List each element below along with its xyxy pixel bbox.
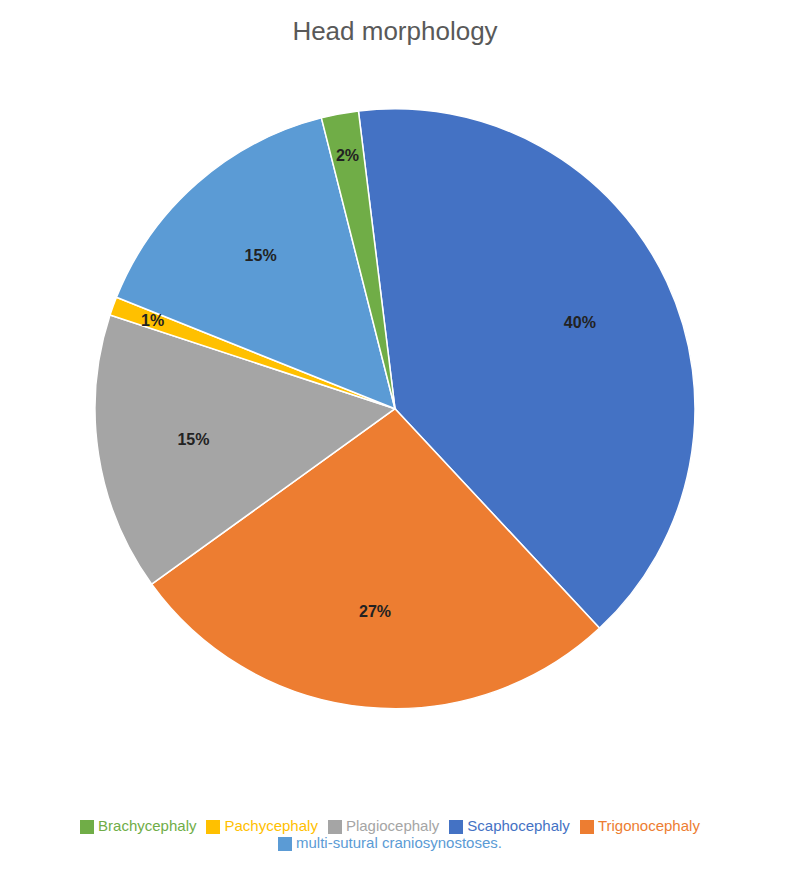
html-text:multi-sutural craniosynostoses: multi-sutural craniosynostoses. xyxy=(296,834,502,851)
svg-text:27%: 27% xyxy=(359,603,391,620)
html-text:Brachycephaly: Brachycephaly xyxy=(98,816,197,834)
svg-text:40%: 40% xyxy=(564,314,596,331)
svg-text:1%: 1% xyxy=(141,312,164,329)
html-text:Head morphology: Head morphology xyxy=(292,16,498,46)
html-text:Scaphocephaly: Scaphocephaly xyxy=(467,816,570,834)
svg-text:15%: 15% xyxy=(177,431,209,448)
html-text:Pachycephaly: Pachycephaly xyxy=(224,816,318,834)
svg-text:15%: 15% xyxy=(245,247,277,264)
html-text:Trigonocephaly: Trigonocephaly xyxy=(597,816,700,834)
svg-text:2%: 2% xyxy=(336,147,359,164)
html-text:Plagiocephaly: Plagiocephaly xyxy=(345,816,440,834)
